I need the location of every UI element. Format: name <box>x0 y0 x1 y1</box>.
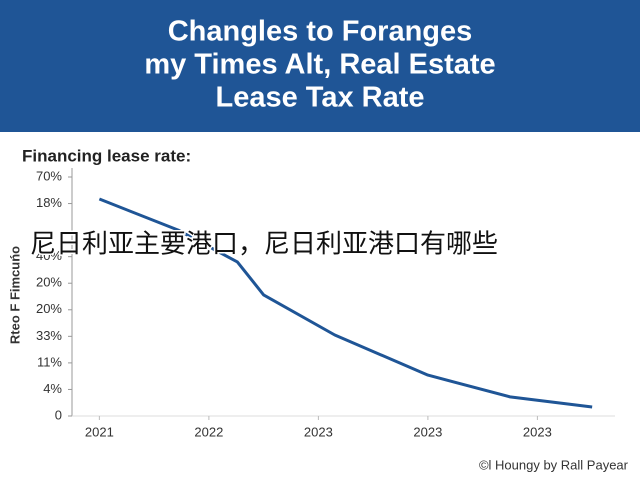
chart-title: Lease Tax Rate <box>215 82 424 114</box>
x-tick-label: 2022 <box>194 424 223 439</box>
y-tick-label: 20% <box>36 275 62 290</box>
y-tick-label: 33% <box>36 328 62 343</box>
y-tick-label: 70% <box>36 168 62 183</box>
x-tick-label: 2023 <box>304 424 333 439</box>
chart-subtitle: Financing lease rate: <box>22 146 191 165</box>
y-tick-label: 18% <box>36 195 62 210</box>
y-tick-label: 40% <box>36 248 62 263</box>
y-tick-label: 0 <box>55 407 62 422</box>
footer: ©l Houngy by Rall Payear <box>479 457 629 472</box>
data-line <box>98 197 593 409</box>
chart-title: Changles to Foranges <box>168 16 473 48</box>
y-axis-label: Rteo F Fimcuńo <box>7 246 22 344</box>
y-tick-label: 4% <box>43 381 62 396</box>
chart-title: my Times Alt, Real Estate <box>144 49 495 81</box>
x-tick-label: 2023 <box>523 424 552 439</box>
y-tick-label: 20% <box>36 301 62 316</box>
header-band <box>0 0 640 132</box>
y-tick-label: 11% <box>37 354 62 369</box>
x-tick-label: 2021 <box>85 424 114 439</box>
x-tick-label: 2023 <box>413 424 442 439</box>
overlay-text: 尼日利亚主要港口，尼日利亚港口有哪些 <box>30 230 498 260</box>
